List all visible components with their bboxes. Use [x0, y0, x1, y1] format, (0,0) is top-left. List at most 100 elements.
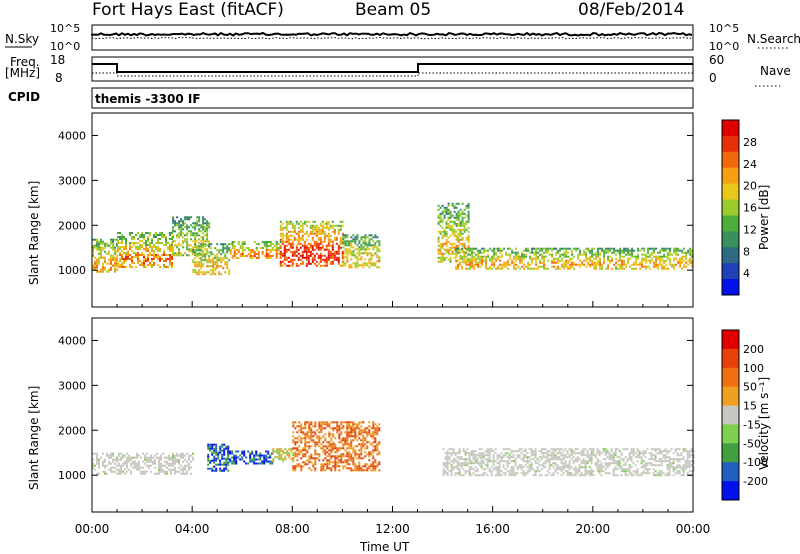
power-cell	[509, 253, 512, 256]
velocity-cell	[112, 470, 114, 473]
power-cell	[619, 249, 622, 252]
velocity-cell	[180, 468, 182, 471]
power-cell	[483, 259, 486, 262]
velocity-cell	[207, 463, 210, 466]
power-cell	[196, 222, 199, 225]
velocity-cell	[512, 472, 515, 475]
power-cell	[443, 234, 446, 237]
velocity-cell	[372, 461, 375, 464]
velocity-cell	[358, 461, 361, 464]
power-cell	[457, 224, 460, 227]
velocity-cell	[227, 458, 230, 461]
velocity-cell	[300, 469, 303, 472]
power-cell	[541, 261, 544, 264]
power-cell	[249, 253, 252, 255]
power-cell	[226, 247, 229, 250]
power-cell	[135, 254, 137, 256]
velocity-cell	[314, 463, 317, 466]
velocity-ytick-label: 4000	[58, 334, 86, 347]
power-cell	[196, 255, 199, 258]
power-cell	[344, 248, 347, 251]
power-cell	[465, 204, 468, 207]
power-cell	[493, 255, 496, 258]
velocity-cell	[582, 460, 585, 463]
velocity-cell	[466, 462, 469, 465]
power-cell	[153, 250, 155, 252]
velocity-cell	[241, 458, 244, 461]
power-cell	[285, 228, 288, 231]
velocity-cell	[180, 454, 182, 457]
power-cell	[366, 246, 369, 249]
power-cell	[104, 246, 106, 249]
power-cell	[206, 240, 209, 243]
power-cell	[553, 257, 556, 260]
power-cell	[493, 251, 496, 254]
power-cell	[94, 238, 96, 241]
velocity-cell	[448, 462, 451, 465]
velocity-cell	[598, 472, 601, 475]
power-cell	[313, 232, 316, 235]
velocity-cell	[213, 469, 216, 472]
velocity-cell	[316, 435, 319, 438]
power-cell	[467, 253, 470, 256]
power-cell	[241, 243, 244, 245]
velocity-cell	[690, 450, 693, 453]
power-cell	[439, 256, 442, 259]
velocity-cell	[644, 452, 647, 455]
velocity-cell	[251, 450, 254, 453]
velocity-cell	[448, 452, 451, 455]
power-cell	[463, 222, 466, 225]
velocity-cell	[190, 460, 192, 463]
power-cell	[477, 251, 480, 254]
power-cell	[531, 257, 534, 260]
velocity-cell	[668, 456, 671, 459]
power-cell	[437, 250, 440, 253]
velocity-cell	[522, 458, 525, 461]
power-cell	[285, 232, 288, 235]
velocity-cell	[326, 445, 329, 448]
power-cell	[569, 247, 572, 250]
power-cell	[337, 258, 340, 261]
power-cell	[471, 265, 474, 268]
power-cell	[441, 260, 444, 263]
velocity-cell	[554, 456, 557, 459]
power-cell	[459, 242, 462, 245]
power-cell	[106, 270, 108, 273]
power-cell	[561, 263, 564, 266]
velocity-cell	[235, 460, 238, 463]
velocity-cell	[676, 454, 679, 457]
power-cell	[437, 244, 440, 247]
velocity-cell	[352, 431, 355, 434]
velocity-cell	[304, 439, 307, 442]
velocity-cell	[350, 421, 353, 424]
velocity-cell	[296, 437, 299, 440]
velocity-cell	[472, 450, 475, 453]
power-cell	[599, 267, 602, 270]
power-colorbar-swatch	[722, 279, 739, 296]
power-cell	[206, 234, 209, 237]
velocity-cell	[372, 433, 375, 436]
velocity-cell	[610, 448, 613, 451]
power-cell	[547, 247, 550, 250]
power-cell	[114, 256, 116, 259]
power-cell	[469, 253, 472, 256]
power-cell	[110, 242, 112, 245]
velocity-colorbar-swatch	[722, 348, 739, 369]
power-cell	[96, 264, 98, 267]
power-cell	[317, 262, 320, 265]
velocity-cell	[352, 421, 355, 424]
velocity-cell	[604, 450, 607, 453]
power-cell	[143, 266, 145, 268]
velocity-cell	[340, 421, 343, 424]
velocity-cell	[486, 454, 489, 457]
power-cell	[131, 238, 133, 240]
power-cell	[451, 224, 454, 227]
power-cell	[233, 251, 236, 253]
velocity-cell	[300, 423, 303, 426]
power-cell	[202, 240, 205, 243]
power-cell	[228, 259, 231, 262]
power-cell	[447, 216, 450, 219]
power-cell	[196, 246, 199, 249]
power-cell	[362, 252, 365, 255]
power-cell	[261, 251, 264, 253]
